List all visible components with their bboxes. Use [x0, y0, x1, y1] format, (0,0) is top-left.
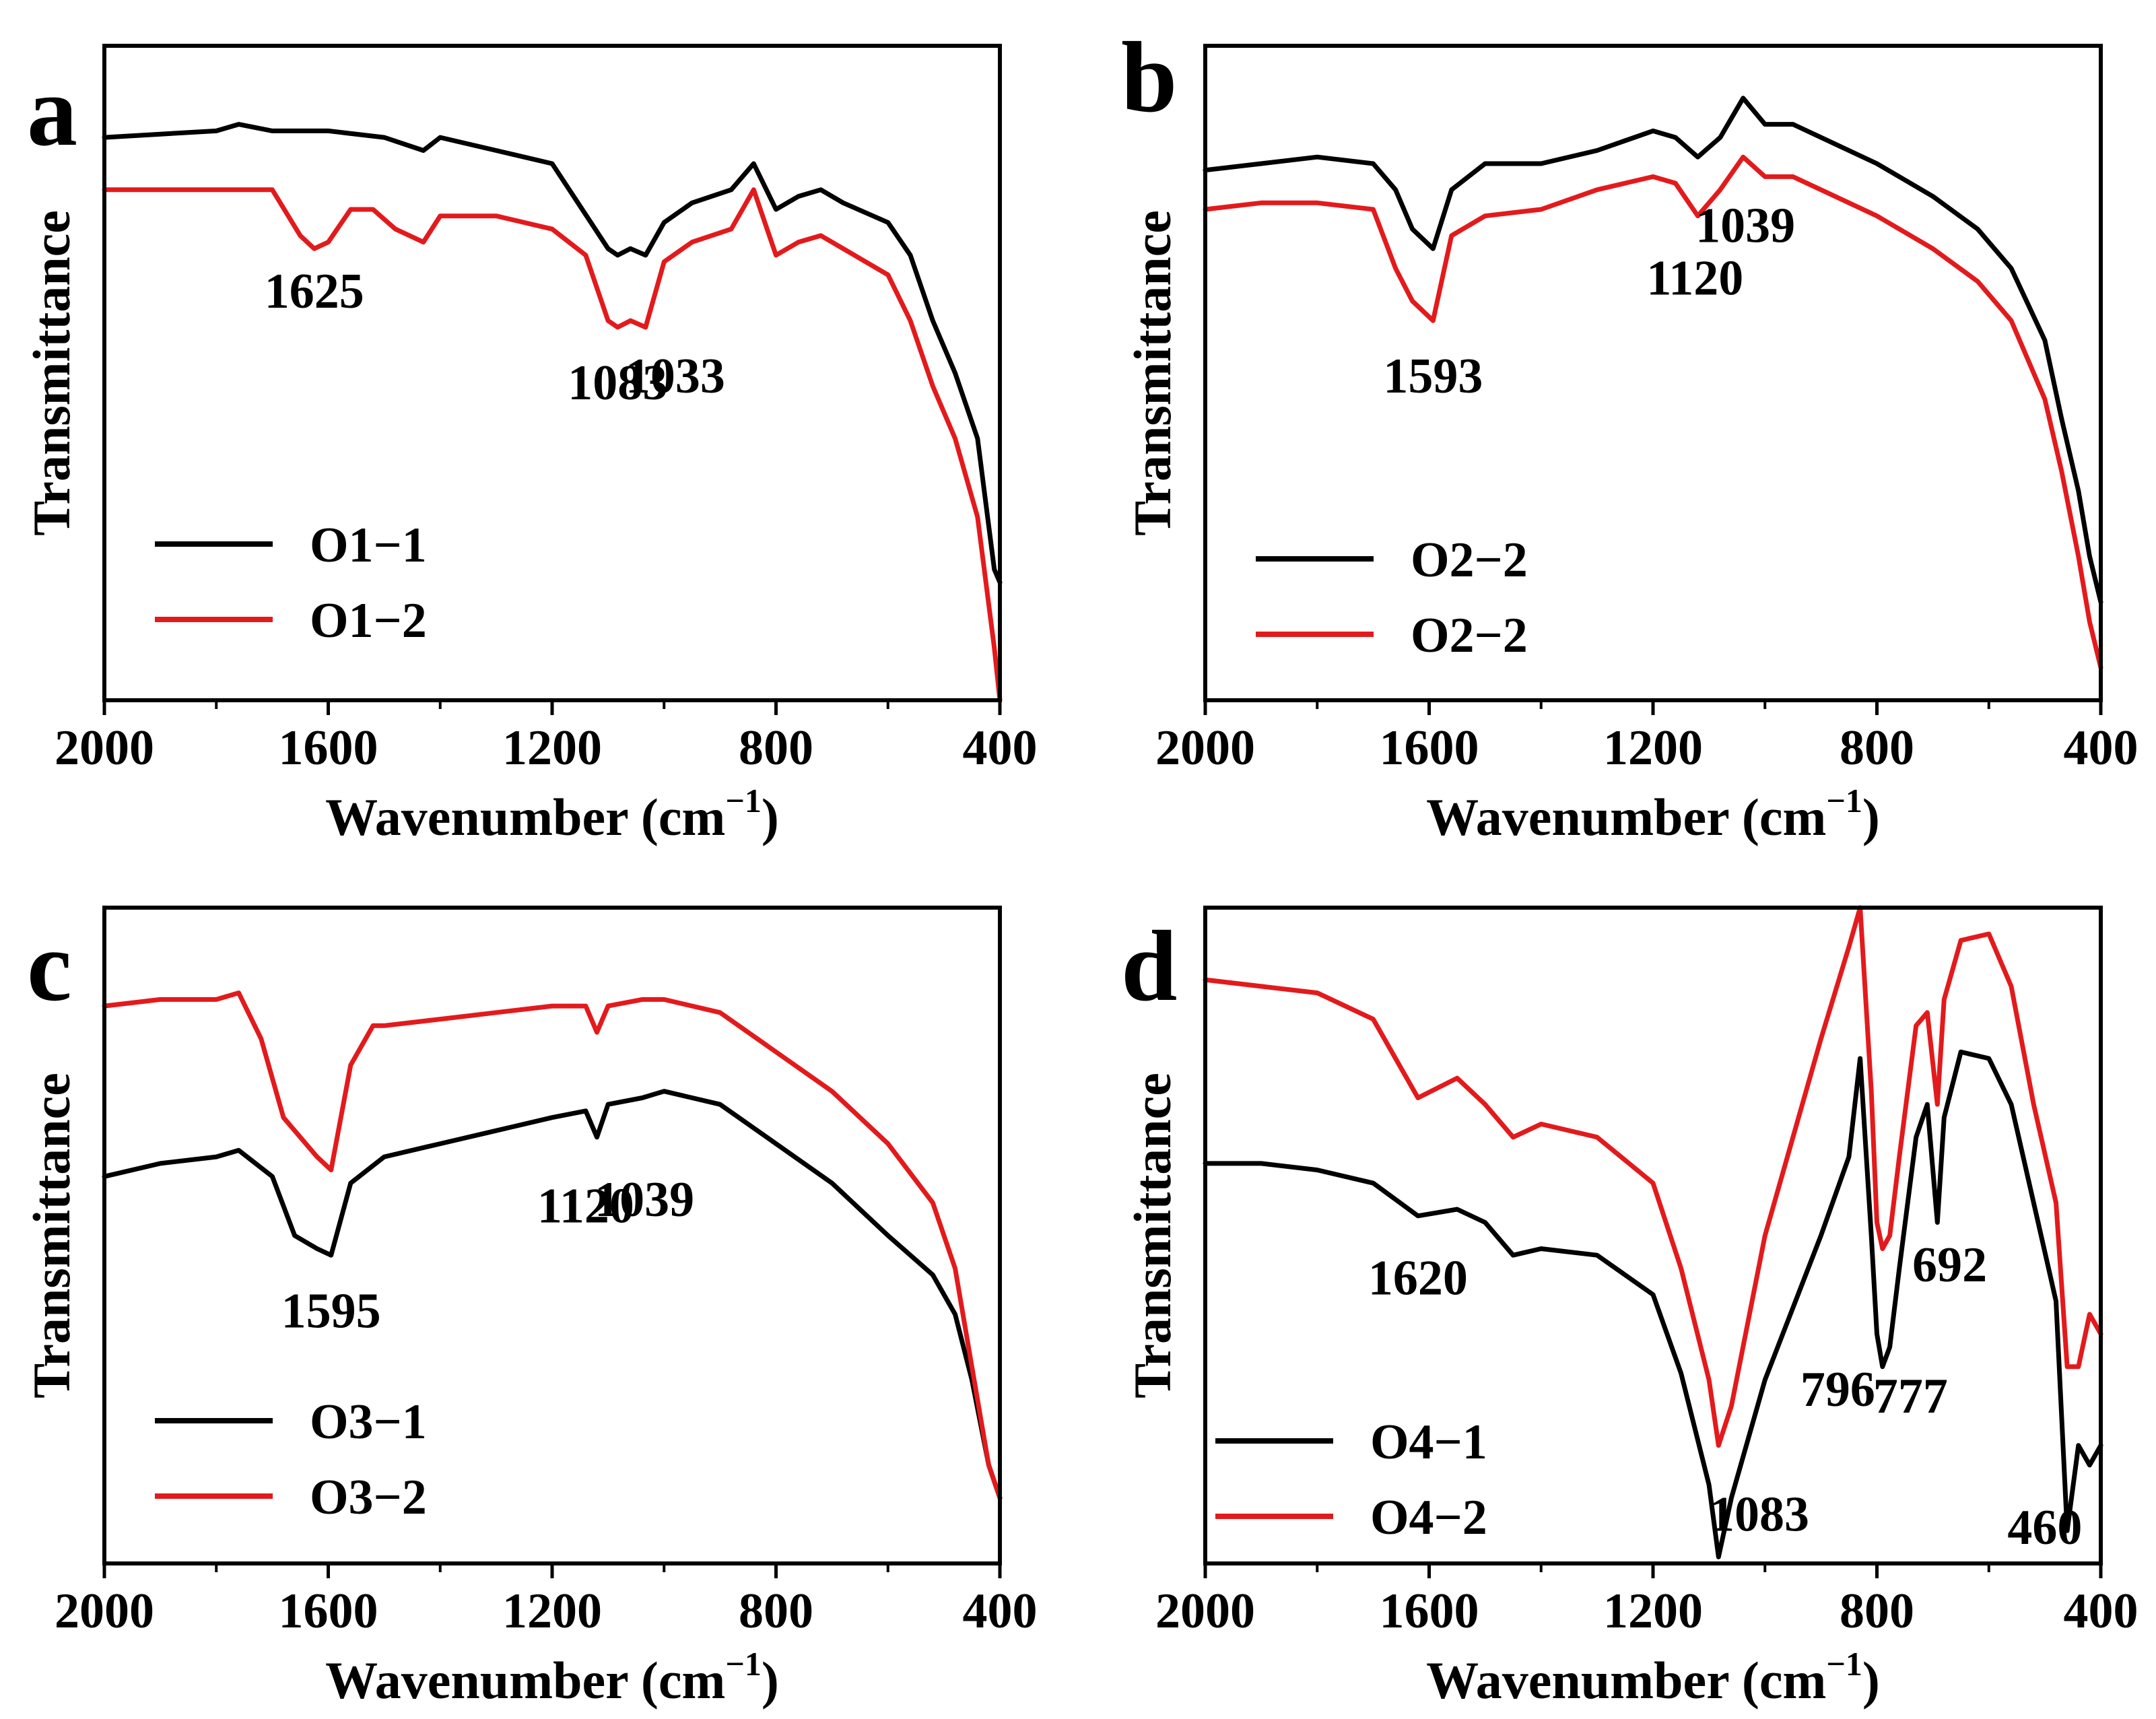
peak-label: 1120 [537, 1179, 634, 1234]
panel-a: 2000 1600 1200 800 400 Wavenumber (cm−1) Trans… [22, 44, 1038, 846]
x-tick-label: 400 [2064, 1584, 2138, 1639]
peak-label: 1620 [1368, 1251, 1468, 1306]
x-tick-label: 2000 [1155, 1584, 1255, 1639]
x-axis-title-text: Wavenumber (cm [1426, 788, 1826, 846]
x-axis-title-superscript: −1 [725, 1645, 762, 1683]
x-tick-label: 1200 [1603, 720, 1703, 776]
x-axis-title-text: Wavenumber (cm [325, 1651, 725, 1710]
series-line-2 [1203, 154, 2103, 670]
y-axis-title: Transmittance [22, 1073, 81, 1398]
peak-label: 1120 [1646, 250, 1743, 306]
series-line-1 [1203, 1049, 2103, 1559]
y-axis-title: Transmittance [1123, 1073, 1182, 1398]
legend-label: O1−2 [310, 593, 427, 648]
x-axis-title-superscript: −1 [1826, 782, 1862, 819]
x-axis-title-close: ) [1862, 788, 1880, 846]
x-axis-title-superscript: −1 [1826, 1645, 1862, 1683]
x-tick-label: 400 [963, 1584, 1038, 1639]
x-axis-title: Wavenumber (cm−1) [1426, 1645, 1880, 1710]
peak-label: 796 [1800, 1362, 1875, 1417]
x-tick-label: 1600 [1380, 720, 1479, 776]
x-tick-label: 800 [739, 1584, 813, 1639]
panel-letter: c [27, 910, 72, 1022]
peak-label: 1039 [595, 1172, 694, 1227]
legend-label: O1−1 [310, 518, 427, 573]
peak-label: 1083 [568, 356, 667, 411]
panel-letter: b [1121, 22, 1177, 133]
x-tick-label: 1200 [502, 720, 602, 776]
plot-frame [1203, 906, 2103, 1565]
panel-b: 2000 1600 1200 800 400 Wavenumber (cm−1) Trans… [1121, 22, 2138, 846]
legend: O1−1 O1−2 [155, 518, 427, 648]
x-axis-title-close: ) [762, 788, 779, 846]
x-tick-label: 2000 [55, 720, 154, 776]
plot-frame [1203, 44, 2103, 702]
x-axis-title-close: ) [762, 1651, 779, 1710]
x-tick-label: 2000 [55, 1584, 154, 1639]
peak-label: 777 [1873, 1369, 1948, 1424]
x-tick-label: 1600 [1380, 1584, 1479, 1639]
legend: O4−1 O4−2 [1215, 1415, 1487, 1545]
legend: O2−2 O2−2 [1256, 533, 1528, 663]
x-axis-title-text: Wavenumber (cm [325, 788, 725, 846]
y-axis-title: Transmittance [1123, 210, 1182, 536]
y-axis-title: Transmittance [22, 210, 81, 536]
series-line-1 [1203, 96, 2103, 605]
x-tick-label: 800 [739, 720, 813, 776]
x-tick-label: 1600 [279, 1584, 378, 1639]
x-tick-label: 800 [1840, 1584, 1914, 1639]
x-tick-label: 1200 [1603, 1584, 1703, 1639]
peak-label: 1083 [1710, 1487, 1809, 1542]
legend-label: O3−1 [310, 1394, 427, 1450]
legend: O3−1 O3−2 [155, 1394, 427, 1525]
peak-label: 460 [2007, 1500, 2082, 1555]
x-tick-label: 400 [963, 720, 1038, 776]
legend-label: O3−2 [310, 1470, 427, 1525]
legend-label: O4−2 [1370, 1490, 1487, 1545]
panel-letter: a [27, 55, 77, 167]
panel-letter: d [1121, 910, 1177, 1022]
x-tick-label: 1200 [502, 1584, 602, 1639]
peak-label: 692 [1912, 1238, 1987, 1293]
series-line-1 [102, 122, 1003, 585]
peak-label: 1039 [1695, 199, 1795, 254]
x-axis-title: Wavenumber (cm−1) [1426, 782, 1880, 846]
series-line-2 [102, 990, 1003, 1501]
peak-label: 1593 [1383, 349, 1483, 404]
panel-c: 2000 1600 1200 800 400 Wavenumber (cm−1) Trans… [22, 906, 1038, 1710]
legend-label: O2−2 [1411, 533, 1528, 588]
panel-d: 2000 1600 1200 800 400 Wavenumber (cm−1) Trans… [1121, 905, 2138, 1710]
plot-frame [102, 44, 1002, 702]
legend-label: O2−2 [1411, 608, 1528, 663]
x-axis-title-close: ) [1862, 1651, 1880, 1710]
legend-label: O4−1 [1370, 1415, 1487, 1470]
x-tick-label: 1600 [279, 720, 378, 776]
x-axis-title-superscript: −1 [725, 782, 762, 819]
x-axis-title-text: Wavenumber (cm [1426, 1651, 1826, 1710]
series-line-2 [102, 187, 1003, 703]
series-line-1 [102, 1089, 1003, 1501]
peak-label: 1033 [626, 349, 725, 404]
x-tick-label: 2000 [1155, 720, 1255, 776]
x-axis-title: Wavenumber (cm−1) [325, 1645, 779, 1710]
x-axis-title: Wavenumber (cm−1) [325, 782, 779, 846]
peak-label: 1625 [265, 264, 364, 319]
x-tick-label: 400 [2064, 720, 2138, 776]
x-tick-label: 800 [1840, 720, 1914, 776]
peak-label: 1595 [281, 1283, 381, 1339]
